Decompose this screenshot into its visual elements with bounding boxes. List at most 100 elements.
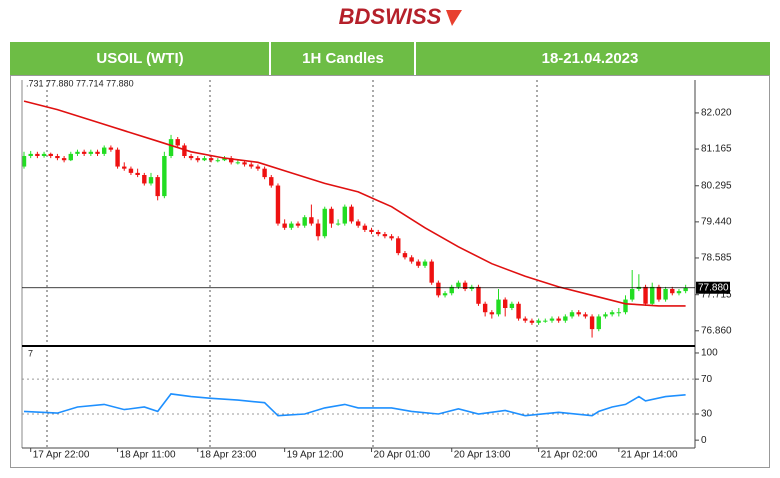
x-tick-label: 19 Apr 12:00 [287, 450, 344, 461]
y-tick-label: 76.860 [701, 325, 732, 336]
candle-body [289, 223, 294, 228]
candle-body [329, 208, 334, 224]
candle-body [202, 158, 207, 161]
rsi-label: 7 [28, 348, 33, 358]
candle-body [81, 151, 87, 154]
candle-body [28, 153, 33, 156]
candle-body [496, 299, 501, 315]
candle-body [88, 151, 94, 154]
candle-body [228, 158, 234, 163]
candle-body [442, 293, 448, 296]
candle-body [409, 257, 414, 262]
candle-body [35, 153, 40, 156]
candle-body [41, 153, 47, 156]
candle-body [536, 320, 541, 323]
candle-body [302, 217, 307, 226]
candle-body [516, 303, 521, 319]
current-price-box [696, 281, 730, 294]
candle-body [683, 287, 688, 292]
candle-body [262, 168, 267, 178]
candle-body [462, 282, 468, 289]
candle-body [195, 158, 200, 161]
candle-body [476, 286, 481, 304]
y-tick-label: 81.165 [701, 144, 732, 155]
current-price-label: 77.880 [698, 282, 729, 293]
candle-body [61, 158, 67, 161]
candle-body [235, 162, 241, 164]
x-tick-label: 21 Apr 14:00 [621, 450, 678, 461]
candle-body [322, 208, 327, 237]
candle-body [68, 153, 73, 161]
candle-body [215, 160, 221, 162]
candle-body [95, 151, 100, 154]
candle-body [142, 175, 147, 184]
y-tick-label: 82.020 [701, 108, 732, 119]
candle-body [282, 223, 287, 228]
candle-body [563, 316, 568, 321]
candle-body [135, 172, 140, 175]
y-tick-label: 77.715 [701, 289, 732, 300]
rsi-tick-label: 0 [701, 435, 707, 446]
candle-body [242, 162, 247, 165]
x-tick-label: 21 Apr 02:00 [541, 450, 598, 461]
candle-body [295, 223, 301, 226]
y-tick-label: 78.585 [701, 253, 732, 264]
candle-body [449, 286, 454, 294]
candle-body [162, 156, 167, 197]
candle-body [309, 217, 314, 224]
candle-body [315, 223, 321, 237]
instrument: USOIL (WTI) [96, 50, 183, 67]
rsi-tick-label: 70 [701, 374, 713, 385]
moving-average [23, 100, 686, 307]
plot-area [21, 80, 695, 448]
candle-body [128, 168, 134, 173]
candle-body [208, 158, 214, 161]
candle-body [188, 156, 194, 159]
candle-body [168, 139, 174, 156]
candle-body [422, 261, 428, 266]
candle-body [55, 156, 60, 159]
candle-body [436, 282, 441, 296]
candle-body [416, 261, 421, 266]
candle-body [222, 158, 227, 161]
indicator-text: .731 77.880 77.714 77.880 [26, 78, 134, 88]
candle-body [402, 253, 408, 258]
candle-body [21, 156, 27, 167]
rsi-line [23, 393, 686, 417]
candle-body [102, 147, 107, 154]
candle-body [616, 312, 622, 314]
candle-body [609, 312, 615, 315]
candle-body [342, 206, 347, 224]
candle-body [656, 286, 662, 300]
y-tick-label: 79.440 [701, 217, 732, 228]
candle-body [122, 166, 127, 169]
candle-body [175, 139, 180, 146]
candle-body [502, 299, 508, 308]
rsi-tick-label: 30 [701, 409, 713, 420]
candle-body [108, 147, 114, 150]
dates: 18-21.04.2023 [542, 50, 639, 67]
candle-body [249, 164, 254, 167]
x-tick-label: 18 Apr 11:00 [120, 450, 176, 461]
candle-body [362, 225, 368, 230]
candle-body [115, 149, 120, 167]
x-tick-label: 20 Apr 01:00 [374, 450, 431, 461]
candle-body [482, 303, 488, 313]
y-tick-label: 80.295 [701, 180, 732, 191]
candle-body [275, 185, 281, 224]
logo-arrow [446, 10, 462, 26]
candle-body [569, 312, 575, 317]
candle-body [489, 312, 495, 315]
candle-body [155, 177, 160, 197]
candle-body [382, 234, 388, 237]
candle-body [556, 318, 561, 321]
candle-body [596, 316, 601, 330]
candle-body [670, 289, 675, 294]
candle-body [629, 289, 635, 300]
candle-body [429, 261, 434, 283]
x-tick-label: 20 Apr 13:00 [454, 450, 511, 461]
candle-body [643, 286, 648, 304]
candle-body [269, 177, 274, 186]
